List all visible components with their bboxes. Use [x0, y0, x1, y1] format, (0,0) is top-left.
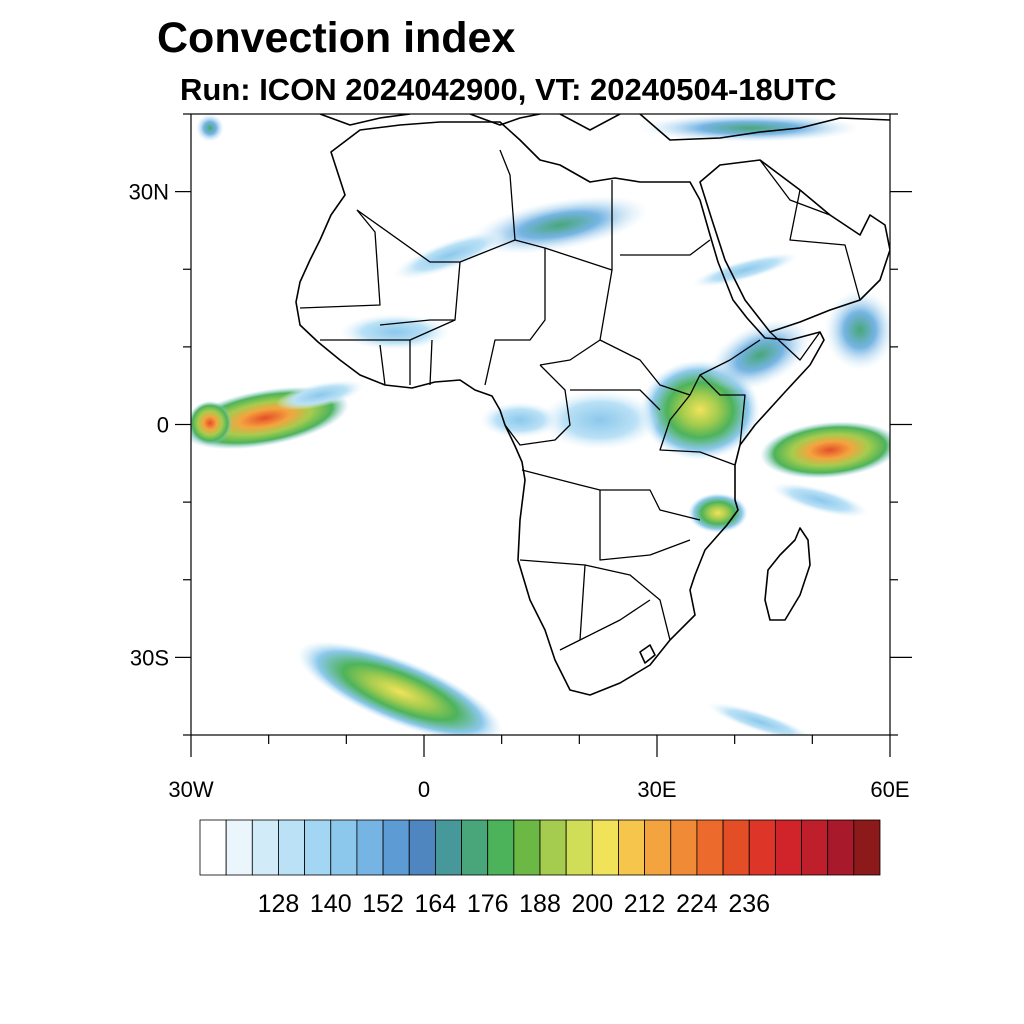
color-bar-swatch: [434, 819, 462, 876]
border-line: [699, 374, 746, 446]
border-line: [521, 469, 701, 521]
color-bar-swatch: [827, 819, 855, 876]
axis-ticks: [175, 113, 912, 757]
border-line: [769, 331, 821, 361]
color-bar-label: 188: [519, 890, 561, 918]
convection-azores: [196, 114, 224, 142]
color-bar-swatch: [853, 819, 881, 876]
color-bar-swatch: [304, 819, 332, 876]
convection-arabian-sea: [825, 290, 890, 370]
color-bar-label: 200: [571, 890, 613, 918]
border-line: [320, 319, 456, 341]
lat-tick-label: 30N: [129, 180, 169, 205]
border-line: [539, 269, 613, 366]
border-line: [484, 248, 546, 386]
lon-tick-label: 0: [418, 777, 430, 802]
border-line: [599, 490, 691, 561]
country-borders: [299, 149, 861, 651]
convection-indian-ocean: [760, 421, 890, 479]
color-bar-swatch: [278, 819, 306, 876]
color-bar-swatch: [199, 819, 227, 876]
border-line: [504, 364, 571, 446]
color-bar-swatch: [565, 819, 593, 876]
convection-west-africa: [340, 314, 450, 350]
axis-tick-labels: 30N 0 30S 30W 0 30E 60E: [129, 180, 910, 802]
border-line: [299, 209, 381, 309]
color-bar-swatch: [251, 819, 279, 876]
color-bar-label: 128: [258, 890, 300, 918]
color-bar-swatch: [591, 819, 619, 876]
convection-mediterranean: [640, 114, 860, 142]
border-line: [599, 339, 691, 396]
color-bar-label: 236: [728, 890, 770, 918]
border-line: [659, 394, 736, 466]
chart-subtitle: Run: ICON 2024042900, VT: 20240504-18UTC: [180, 72, 837, 107]
arabia-coastline: [699, 159, 890, 333]
convection-south-atlantic: [297, 641, 503, 735]
convection-horn: [708, 319, 812, 391]
border-line: [570, 389, 661, 411]
color-bar-swatch: [774, 819, 802, 876]
border-line: [689, 339, 761, 396]
lat-tick-label: 30S: [130, 645, 169, 670]
border-line: [620, 239, 711, 256]
border-line: [499, 149, 516, 241]
border-line: [379, 339, 433, 386]
color-bar-swatch: [356, 819, 384, 876]
europe-coastline: [319, 114, 890, 141]
color-bar-label: 140: [310, 890, 352, 918]
border-line: [584, 564, 671, 641]
color-bar-swatch: [225, 819, 253, 876]
lat-tick-label: 0: [157, 413, 169, 438]
lon-tick-label: 30E: [637, 777, 676, 802]
convection-band-atlantic-edge: [275, 379, 365, 411]
color-bar-label: 212: [624, 890, 666, 918]
lesotho-border: [639, 644, 656, 664]
color-bar-swatch: [513, 819, 541, 876]
color-bar: [199, 819, 881, 876]
convection-indian-ocean-tail: [771, 482, 869, 518]
color-bar-labels: 128 140 152 164 176 188 200 212 224 236: [258, 890, 770, 918]
color-bar-swatch: [644, 819, 672, 876]
color-bar-label: 176: [467, 890, 509, 918]
color-bar-swatch: [801, 819, 829, 876]
convection-field: [191, 114, 890, 735]
border-line: [519, 559, 586, 651]
color-bar-swatch: [539, 819, 567, 876]
border-line: [379, 261, 461, 326]
convection-core-atlantic: [191, 401, 232, 445]
convection-band-sahara: [393, 230, 507, 280]
color-bar-swatch: [330, 819, 358, 876]
convection-congo: [540, 390, 660, 450]
color-bar-swatch: [487, 819, 515, 876]
color-bar-swatch: [618, 819, 646, 876]
color-bar-label: 224: [676, 890, 718, 918]
lon-tick-label: 60E: [870, 777, 909, 802]
color-bar-swatch: [382, 819, 410, 876]
chart-title: Convection index: [157, 14, 516, 62]
color-bar-label: 152: [362, 890, 404, 918]
border-line: [579, 599, 651, 641]
color-bar-label: 164: [415, 890, 457, 918]
color-bar-swatch: [670, 819, 698, 876]
lon-tick-label: 30W: [168, 777, 213, 802]
convection-southern-ocean: [707, 702, 813, 735]
border-line: [759, 159, 861, 301]
convection-gabon: [480, 402, 560, 438]
convection-mozambique: [688, 493, 748, 533]
madagascar-coastline: [764, 527, 811, 621]
color-bar-swatch: [696, 819, 724, 876]
color-bar-swatch: [461, 819, 489, 876]
convection-arabia: [691, 252, 799, 288]
color-bar-swatch: [408, 819, 436, 876]
color-bar-swatch: [722, 819, 750, 876]
color-bar-swatch: [748, 819, 776, 876]
